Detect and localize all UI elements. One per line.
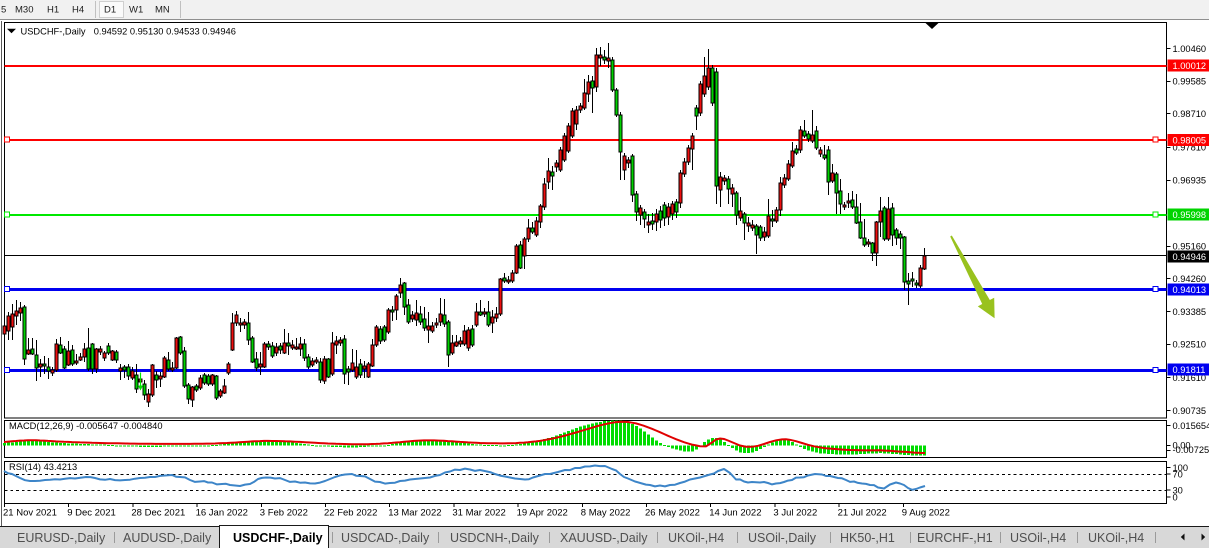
svg-text:D1: D1 xyxy=(104,5,116,16)
svg-text:3 Feb 2022: 3 Feb 2022 xyxy=(260,508,308,519)
svg-text:26 May 2022: 26 May 2022 xyxy=(645,508,700,519)
svg-text:USDCHF-,Daily: USDCHF-,Daily xyxy=(233,531,323,545)
svg-text:22 Feb 2022: 22 Feb 2022 xyxy=(324,508,377,519)
svg-text:21 Nov 2021: 21 Nov 2021 xyxy=(3,508,57,519)
svg-text:0.94946: 0.94946 xyxy=(1173,252,1207,262)
svg-text:0.93385: 0.93385 xyxy=(1173,307,1207,317)
svg-text:9 Aug 2022: 9 Aug 2022 xyxy=(902,508,950,519)
svg-text:UKOil-,H4: UKOil-,H4 xyxy=(668,531,724,545)
svg-text:0.95998: 0.95998 xyxy=(1173,210,1207,220)
svg-text:USDCNH-,Daily: USDCNH-,Daily xyxy=(450,531,540,545)
svg-text:W1: W1 xyxy=(129,5,143,16)
svg-text:30: 30 xyxy=(1173,486,1183,496)
svg-text:0: 0 xyxy=(1173,492,1178,502)
svg-text:0.98710: 0.98710 xyxy=(1173,109,1207,119)
svg-text:3 Jul 2022: 3 Jul 2022 xyxy=(773,508,817,519)
svg-text:0.97810: 0.97810 xyxy=(1173,143,1207,153)
svg-text:8 May 2022: 8 May 2022 xyxy=(581,508,631,519)
svg-text:UKOil-,H4: UKOil-,H4 xyxy=(1088,531,1144,545)
svg-text:1.00012: 1.00012 xyxy=(1173,61,1207,71)
svg-text:-0.007259: -0.007259 xyxy=(1173,445,1209,455)
svg-text:9 Dec 2021: 9 Dec 2021 xyxy=(67,508,116,519)
svg-text:USOil-,H4: USOil-,H4 xyxy=(1010,531,1066,545)
svg-text:5: 5 xyxy=(1,5,6,16)
svg-text:0.91811: 0.91811 xyxy=(1173,365,1206,375)
svg-text:EURUSD-,Daily: EURUSD-,Daily xyxy=(17,531,106,545)
svg-text:XAUUSD-,Daily: XAUUSD-,Daily xyxy=(560,531,648,545)
svg-text:1.00460: 1.00460 xyxy=(1173,44,1207,54)
svg-text:USDCHF-,Daily: USDCHF-,Daily xyxy=(21,27,86,37)
svg-text:0.95160: 0.95160 xyxy=(1173,242,1207,252)
svg-text:0.94592 0.95130 0.94533 0.9494: 0.94592 0.95130 0.94533 0.94946 xyxy=(94,27,236,37)
svg-text:EURCHF-,H1: EURCHF-,H1 xyxy=(917,531,993,545)
svg-text:28 Dec 2021: 28 Dec 2021 xyxy=(131,508,185,519)
svg-text:21 Jul 2022: 21 Jul 2022 xyxy=(838,508,887,519)
svg-text:0.00: 0.00 xyxy=(1173,441,1191,451)
svg-text:M30: M30 xyxy=(15,5,33,16)
svg-text:13 Mar 2022: 13 Mar 2022 xyxy=(388,508,441,519)
svg-text:0.015654: 0.015654 xyxy=(1173,421,1209,431)
svg-text:0.94013: 0.94013 xyxy=(1173,285,1207,295)
svg-text:USDCAD-,Daily: USDCAD-,Daily xyxy=(341,531,430,545)
svg-text:16 Jan 2022: 16 Jan 2022 xyxy=(196,508,248,519)
svg-text:0.98005: 0.98005 xyxy=(1173,136,1207,146)
svg-text:H4: H4 xyxy=(72,5,84,16)
svg-text:0.96935: 0.96935 xyxy=(1173,176,1207,186)
svg-text:100: 100 xyxy=(1173,463,1189,473)
svg-text:0.90735: 0.90735 xyxy=(1173,406,1207,416)
svg-text:0.99585: 0.99585 xyxy=(1173,77,1207,87)
svg-text:RSI(14) 43.4213: RSI(14) 43.4213 xyxy=(9,462,77,472)
svg-text:0.91610: 0.91610 xyxy=(1173,373,1207,383)
svg-text:31 Mar 2022: 31 Mar 2022 xyxy=(452,508,505,519)
svg-text:HK50-,H1: HK50-,H1 xyxy=(840,531,895,545)
svg-text:70: 70 xyxy=(1173,470,1183,480)
svg-text:H1: H1 xyxy=(47,5,59,16)
svg-text:USOil-,Daily: USOil-,Daily xyxy=(748,531,817,545)
svg-text:0.94260: 0.94260 xyxy=(1173,274,1207,284)
svg-text:MACD(12,26,9) -0.005647 -0.004: MACD(12,26,9) -0.005647 -0.004840 xyxy=(9,421,163,431)
svg-text:MN: MN xyxy=(155,5,170,16)
svg-text:0.92510: 0.92510 xyxy=(1173,340,1207,350)
svg-text:14 Jun 2022: 14 Jun 2022 xyxy=(709,508,761,519)
svg-text:19 Apr 2022: 19 Apr 2022 xyxy=(517,508,568,519)
svg-text:AUDUSD-,Daily: AUDUSD-,Daily xyxy=(123,531,212,545)
